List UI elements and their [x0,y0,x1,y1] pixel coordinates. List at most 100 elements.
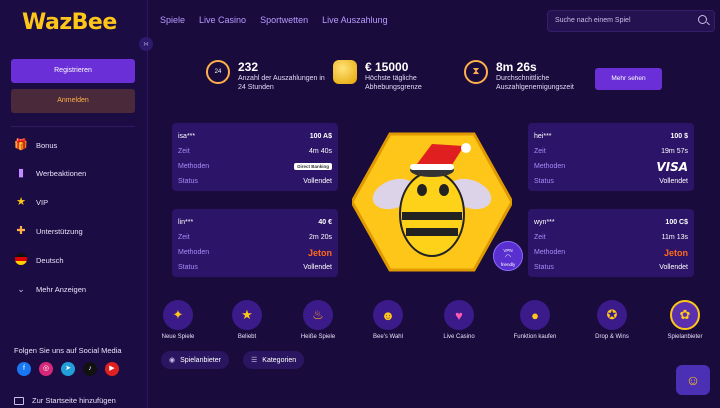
method-label: Methoden [178,249,210,256]
providers-filter-button[interactable]: ◉ Spielanbieter [161,351,229,369]
categories-filter-label: Kategorien [262,356,297,364]
sidebar-item-label: Werbeaktionen [36,168,87,178]
payout-card: lin*** 40 € Zeit 2m 20s Methoden Jeton Stat… [172,209,338,277]
stat-value: 8m 26s [496,60,537,74]
live-chip-icon: ♥ [444,300,474,330]
category-buy-feature[interactable]: ● Funktion kaufen [505,300,565,340]
nav-live-casino[interactable]: Live Casino [199,15,247,25]
stat-approval-time: ⧗ 8m 26s Durchschnittliche Auszahlgenemi… [464,60,586,92]
sidebar-item-bonus[interactable]: 🎁 Bonus [14,137,57,153]
germany-flag-icon [14,253,28,267]
payout-time: 11m 13s [661,234,688,241]
status-label: Status [178,264,198,271]
stat-label: Anzahl der Auszahlungen in 24 Stunden [238,75,325,91]
collapse-sidebar-icon[interactable]: ›‹ [139,37,153,51]
nav-games[interactable]: Spiele [160,15,186,25]
sidebar-divider [11,126,135,127]
providers-filter-label: Spielanbieter [180,356,221,364]
instagram-icon[interactable]: ◎ [39,362,53,376]
category-hot-games[interactable]: ♨ Heiße Spiele [288,300,348,340]
category-label: Bee's Wahl [373,334,403,340]
sidebar-item-show-more[interactable]: ⌄ Mehr Anzeigen [14,281,86,297]
chevron-down-icon: ⌄ [17,284,25,294]
time-label: Zeit [534,234,546,241]
register-button[interactable]: Registrieren [11,59,135,83]
search-input[interactable]: Suche nach einem Spiel [547,10,715,32]
stat-value: 232 [238,60,259,74]
payout-time: 19m 57s [661,148,688,155]
status-label: Status [178,178,198,185]
stat-label: Durchschnittliche Auszahlgenemigungszeit [496,75,574,91]
payout-user: isa*** [178,132,196,140]
category-popular[interactable]: ★ Beliebt [217,300,277,340]
hourglass-icon: ⧗ [464,60,488,84]
wifi-icon: ◠ [504,254,512,261]
visa-logo: VISA [656,159,688,174]
flame-icon: ♨ [303,300,333,330]
payout-amount: 100 $ [670,132,688,140]
sidebar-item-promotions[interactable]: ▮ Werbeaktionen [14,165,86,181]
sidebar-item-vip[interactable]: ★ VIP [14,194,48,210]
new-games-icon: ✦ [163,300,193,330]
category-label: Spielanbieter [667,334,703,340]
stat-payout-count: 24 232 Anzahl der Auszahlungen in 24 Stu… [206,60,328,92]
search-icon[interactable] [698,15,707,24]
payout-status: Vollendet [303,178,332,185]
payout-card: wyn*** 100 C$ Zeit 11m 13s Methoden Jeton S… [528,209,694,277]
add-to-home-link[interactable]: Zur Startseite hinzufügen [14,396,116,405]
category-live-casino[interactable]: ♥ Live Casino [429,300,489,340]
add-home-label: Zur Startseite hinzufügen [32,396,116,405]
wazbee-logo[interactable]: WazBee [22,10,117,35]
categories-filter-button[interactable]: ☰ Kategorien [243,351,305,369]
sidebar-item-label: Bonus [36,140,58,150]
payout-amount: 100 C$ [665,218,688,226]
facebook-icon[interactable]: f [17,362,31,376]
live-chat-icon[interactable]: ☺ [676,365,710,395]
nav-live-payout[interactable]: Live Auszahlung [322,15,388,25]
home-screen-icon [14,396,24,405]
providers-icon: ✿ [670,300,700,330]
support-icon: ✚ [16,225,26,237]
tiktok-icon[interactable]: ♪ [83,362,97,376]
sidebar-item-label: VIP [36,197,49,207]
bee-face-icon: ☻ [373,300,403,330]
nav-sports-betting[interactable]: Sportwetten [260,15,309,25]
category-providers[interactable]: ✿ Spielanbieter [655,300,715,340]
sun-icon: ● [520,300,550,330]
sidebar-item-support[interactable]: ✚ Unterstützung [14,223,82,239]
payout-card: isa*** 100 A$ Zeit 4m 40s Methoden Direct B… [172,123,338,191]
category-label: Heiße Spiele [300,334,336,340]
category-new-games[interactable]: ✦ Neue Spiele [148,300,208,340]
time-label: Zeit [534,148,546,155]
payout-status: Vollendet [659,178,688,185]
category-label: Live Casino [443,334,475,340]
sidebar-item-label: Deutsch [36,255,64,265]
sidebar-item-language[interactable]: Deutsch [14,252,64,268]
coins-icon [333,60,357,84]
popular-star-icon: ★ [232,300,262,330]
category-label: Funktion kaufen [513,334,557,340]
category-drops-wins[interactable]: ✪ Drop & Wins [582,300,642,340]
telegram-icon[interactable]: ➤ [61,362,75,376]
list-icon: ☰ [251,357,258,364]
sidebar-item-label: Mehr Anzeigen [36,284,87,294]
payout-amount: 40 € [318,218,332,226]
login-button[interactable]: Anmelden [11,89,135,113]
category-bees-choice[interactable]: ☻ Bee's Wahl [358,300,418,340]
payout-time: 2m 20s [309,234,332,241]
top-nav: Spiele Live Casino Sportwetten Live Ausz… [160,15,388,25]
vpn-line1: VPN [503,248,513,253]
stat-label: Höchste tägliche Abhebungsgrenze [365,75,422,91]
providers-filter-icon: ◉ [169,357,176,364]
payout-user: hei*** [534,132,552,140]
method-label: Methoden [178,163,210,170]
see-more-button[interactable]: Mehr sehen [595,68,662,90]
jeton-logo: Jeton [663,247,688,258]
category-label: Beliebt [237,334,257,340]
youtube-icon[interactable]: ▶ [105,362,119,376]
payout-user: wyn*** [534,218,555,226]
category-label: Drop & Wins [595,334,629,340]
jeton-logo: Jeton [307,247,332,258]
vpn-line2: friendly [500,262,516,267]
time-label: Zeit [178,148,190,155]
